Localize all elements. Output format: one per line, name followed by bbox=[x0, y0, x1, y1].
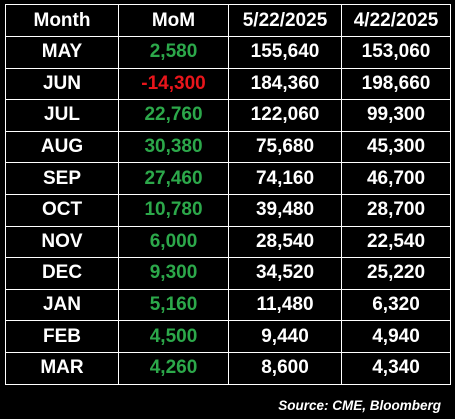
month-cell: AUG bbox=[5, 130, 119, 164]
header-date-1: 5/22/2025 bbox=[228, 4, 342, 37]
table-row: MAY 2,580 155,640 153,060 bbox=[5, 36, 451, 69]
value-cell-5-22-2025: 39,480 bbox=[228, 193, 342, 227]
mom-cell: 27,460 bbox=[118, 162, 229, 195]
value-cell-5-22-2025: 155,640 bbox=[228, 36, 342, 69]
table-row: SEP 27,460 74,160 46,700 bbox=[5, 162, 451, 195]
table-row: NOV 6,000 28,540 22,540 bbox=[5, 225, 451, 259]
month-cell: JAN bbox=[5, 288, 119, 322]
value-cell-5-22-2025: 9,440 bbox=[228, 320, 342, 353]
value-cell-5-22-2025: 122,060 bbox=[228, 99, 342, 132]
month-cell: JUL bbox=[5, 99, 119, 132]
header-row: Month MoM 5/22/2025 4/22/2025 bbox=[5, 4, 451, 37]
table-row: OCT 10,780 39,480 28,700 bbox=[5, 193, 451, 227]
value-cell-5-22-2025: 8,600 bbox=[228, 351, 342, 385]
value-cell-5-22-2025: 28,540 bbox=[228, 225, 342, 259]
mom-cell: -14,300 bbox=[118, 67, 229, 101]
source-note: Source: CME, Bloomberg bbox=[278, 398, 441, 413]
value-cell-4-22-2025: 46,700 bbox=[341, 162, 451, 195]
month-cell: OCT bbox=[5, 193, 119, 227]
table-row: FEB 4,500 9,440 4,940 bbox=[5, 320, 451, 353]
data-table: Month MoM 5/22/2025 4/22/2025 MAY 2,580 15… bbox=[5, 4, 451, 385]
value-cell-5-22-2025: 75,680 bbox=[228, 130, 342, 164]
mom-cell: 9,300 bbox=[118, 257, 229, 290]
value-cell-4-22-2025: 6,320 bbox=[341, 288, 451, 322]
value-cell-4-22-2025: 4,340 bbox=[341, 351, 451, 385]
header-mom: MoM bbox=[118, 4, 229, 37]
value-cell-4-22-2025: 153,060 bbox=[341, 36, 451, 69]
value-cell-4-22-2025: 25,220 bbox=[341, 257, 451, 290]
mom-cell: 4,500 bbox=[118, 320, 229, 353]
value-cell-5-22-2025: 11,480 bbox=[228, 288, 342, 322]
value-cell-5-22-2025: 74,160 bbox=[228, 162, 342, 195]
month-cell: DEC bbox=[5, 257, 119, 290]
header-date-2: 4/22/2025 bbox=[341, 4, 451, 37]
value-cell-4-22-2025: 22,540 bbox=[341, 225, 451, 259]
value-cell-5-22-2025: 184,360 bbox=[228, 67, 342, 101]
month-cell: NOV bbox=[5, 225, 119, 259]
month-cell: SEP bbox=[5, 162, 119, 195]
mom-cell: 6,000 bbox=[118, 225, 229, 259]
mom-cell: 2,580 bbox=[118, 36, 229, 69]
month-cell: FEB bbox=[5, 320, 119, 353]
mom-cell: 10,780 bbox=[118, 193, 229, 227]
table-body: MAY 2,580 155,640 153,060 JUN -14,300 184,360 1… bbox=[5, 36, 451, 385]
table-row: JUN -14,300 184,360 198,660 bbox=[5, 67, 451, 101]
header-month: Month bbox=[5, 4, 119, 37]
table-row: JAN 5,160 11,480 6,320 bbox=[5, 288, 451, 322]
value-cell-4-22-2025: 4,940 bbox=[341, 320, 451, 353]
mom-cell: 30,380 bbox=[118, 130, 229, 164]
month-cell: MAR bbox=[5, 351, 119, 385]
month-cell: MAY bbox=[5, 36, 119, 69]
mom-cell: 5,160 bbox=[118, 288, 229, 322]
value-cell-4-22-2025: 45,300 bbox=[341, 130, 451, 164]
table-row: AUG 30,380 75,680 45,300 bbox=[5, 130, 451, 164]
table-row: DEC 9,300 34,520 25,220 bbox=[5, 257, 451, 290]
value-cell-4-22-2025: 198,660 bbox=[341, 67, 451, 101]
value-cell-4-22-2025: 99,300 bbox=[341, 99, 451, 132]
table-row: JUL 22,760 122,060 99,300 bbox=[5, 99, 451, 132]
table-row: MAR 4,260 8,600 4,340 bbox=[5, 351, 451, 385]
mom-cell: 4,260 bbox=[118, 351, 229, 385]
mom-cell: 22,760 bbox=[118, 99, 229, 132]
month-cell: JUN bbox=[5, 67, 119, 101]
value-cell-4-22-2025: 28,700 bbox=[341, 193, 451, 227]
value-cell-5-22-2025: 34,520 bbox=[228, 257, 342, 290]
